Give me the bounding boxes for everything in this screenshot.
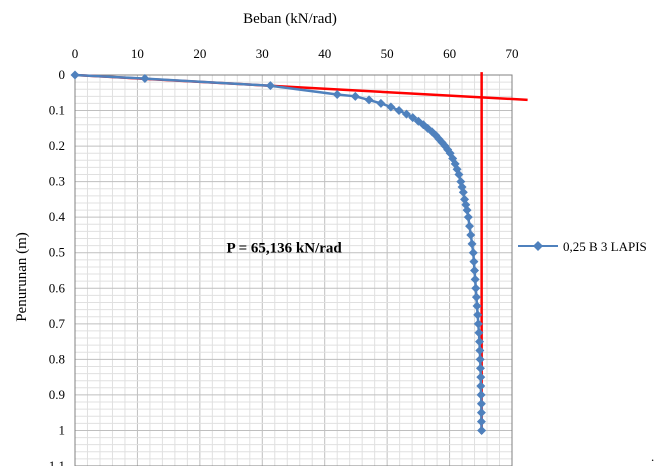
data-point bbox=[475, 354, 485, 364]
data-point bbox=[454, 170, 464, 180]
data-point bbox=[474, 328, 484, 338]
data-point bbox=[473, 310, 483, 320]
y-tick-label: 1.1 bbox=[49, 458, 65, 466]
y-tick-label: 0.4 bbox=[49, 209, 66, 224]
data-point bbox=[470, 274, 480, 284]
x-tick-label: 50 bbox=[381, 46, 394, 61]
data-point bbox=[475, 345, 485, 355]
x-tick-label: 0 bbox=[72, 46, 79, 61]
data-point bbox=[418, 120, 428, 130]
data-point bbox=[471, 283, 481, 293]
x-tick-label: 40 bbox=[318, 46, 331, 61]
data-point bbox=[476, 381, 486, 391]
data-point bbox=[475, 337, 485, 347]
y-tick-label: 0.2 bbox=[49, 138, 65, 153]
y-tick-label: 0.7 bbox=[49, 316, 66, 331]
legend: 0,25 B 3 LAPIS bbox=[518, 239, 647, 254]
data-point bbox=[376, 98, 386, 108]
data-point bbox=[140, 74, 150, 84]
y-tick-label: 0 bbox=[59, 67, 66, 82]
data-point bbox=[466, 230, 476, 240]
data-point bbox=[350, 91, 360, 101]
data-point bbox=[468, 248, 478, 258]
data-point bbox=[332, 90, 342, 100]
x-tick-label: 30 bbox=[256, 46, 269, 61]
data-point bbox=[476, 390, 486, 400]
plot-area bbox=[75, 75, 512, 466]
x-tick-label: 70 bbox=[506, 46, 519, 61]
data-point bbox=[386, 102, 396, 112]
y-tick-label: 0.5 bbox=[49, 245, 65, 260]
annotation-p-value: P = 65,136 kN/rad bbox=[227, 240, 343, 256]
y-tick-label: 0.9 bbox=[49, 387, 65, 402]
data-point bbox=[465, 221, 475, 231]
data-point bbox=[476, 372, 486, 382]
y-tick-label: 1 bbox=[59, 422, 66, 437]
legend-label: 0,25 B 3 LAPIS bbox=[563, 239, 647, 254]
data-point bbox=[401, 109, 411, 119]
footnote-dot: . bbox=[651, 449, 654, 464]
plot-frame bbox=[74, 74, 513, 466]
tick-labels: 0 10 20 30 40 50 60 70 0 0.1 0.2 0.3 0.4 0.5 0.6 0.7 0.8… bbox=[49, 46, 519, 466]
data-point bbox=[408, 113, 418, 123]
y-tick-label: 0.8 bbox=[49, 351, 65, 366]
x-tick-label: 60 bbox=[443, 46, 456, 61]
data-point bbox=[477, 425, 487, 435]
data-point bbox=[467, 239, 477, 249]
y-tick-label: 0.1 bbox=[49, 103, 65, 118]
x-tick-label: 20 bbox=[193, 46, 206, 61]
y-tick-label: 0.6 bbox=[49, 280, 66, 295]
data-point bbox=[265, 81, 275, 91]
data-point bbox=[458, 187, 468, 197]
data-point bbox=[70, 70, 80, 80]
data-point bbox=[364, 95, 374, 105]
x-axis-title: Beban (kN/rad) bbox=[243, 11, 337, 27]
x-tick-label: 10 bbox=[131, 46, 144, 61]
y-tick-label: 0.3 bbox=[49, 174, 65, 189]
data-point bbox=[471, 292, 481, 302]
data-point bbox=[472, 301, 482, 311]
data-point bbox=[476, 408, 486, 418]
data-point bbox=[462, 205, 472, 215]
legend-marker bbox=[533, 241, 543, 251]
data-point bbox=[470, 266, 480, 275]
data-point bbox=[475, 363, 485, 373]
data-point bbox=[476, 399, 486, 409]
series-layer bbox=[70, 70, 487, 435]
data-point bbox=[476, 417, 486, 427]
data-point bbox=[394, 106, 404, 116]
data-point bbox=[463, 212, 473, 222]
data-point bbox=[473, 319, 483, 329]
data-point bbox=[469, 257, 479, 267]
y-axis-title: Penurunan (m) bbox=[14, 232, 30, 322]
